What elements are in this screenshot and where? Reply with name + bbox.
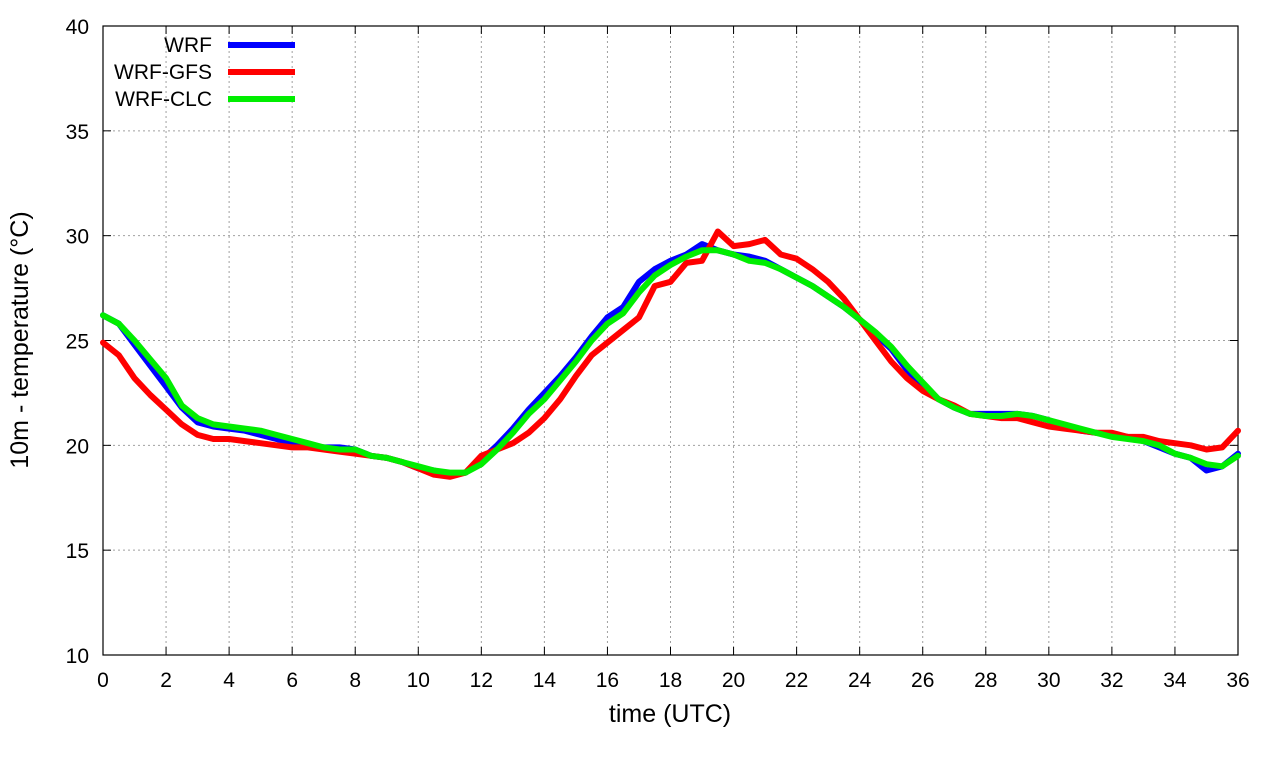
y-axis: 10 15 20 25 30 35 40 [66, 16, 1238, 668]
x-tick-label: 14 [533, 669, 557, 692]
legend-label-wrf: WRF [164, 34, 212, 57]
y-tick-label: 30 [66, 226, 89, 249]
y-tick-label: 15 [66, 540, 89, 563]
x-tick-label: 0 [97, 669, 109, 692]
y-tick-label: 35 [66, 121, 89, 144]
x-tick-label: 26 [911, 669, 934, 692]
grid-lines [103, 26, 1238, 655]
x-tick-label: 16 [596, 669, 619, 692]
x-tick-label: 28 [974, 669, 997, 692]
y-axis-label: 10m - temperature (°C) [6, 211, 34, 468]
x-tick-label: 2 [160, 669, 172, 692]
x-tick-label: 32 [1100, 669, 1123, 692]
series-lines [100, 228, 1241, 480]
series-line-wrf-gfs [100, 228, 1241, 480]
y-tick-label: 10 [66, 645, 89, 668]
x-tick-label: 4 [223, 669, 235, 692]
x-tick-label: 36 [1226, 669, 1249, 692]
x-tick-label: 6 [286, 669, 298, 692]
legend: WRF WRF-GFS WRF-CLC [114, 34, 295, 111]
series-line-wrf-clc [100, 247, 1241, 476]
x-tick-label: 30 [1037, 669, 1060, 692]
x-axis-label: time (UTC) [609, 700, 731, 728]
y-tick-label: 40 [66, 16, 89, 39]
legend-label-wrf-gfs: WRF-GFS [114, 61, 212, 84]
x-axis: 0 2 4 6 8 10 12 14 16 18 20 22 24 26 28 30 32 34 36 [97, 26, 1250, 692]
x-tick-label: 8 [349, 669, 361, 692]
y-tick-label: 20 [66, 435, 89, 458]
legend-label-wrf-clc: WRF-CLC [115, 88, 212, 111]
x-tick-label: 12 [470, 669, 493, 692]
x-tick-label: 24 [848, 669, 872, 692]
y-tick-label: 25 [66, 331, 89, 354]
x-tick-label: 18 [659, 669, 682, 692]
x-tick-label: 22 [785, 669, 808, 692]
x-tick-label: 20 [722, 669, 745, 692]
x-tick-label: 34 [1163, 669, 1187, 692]
x-tick-label: 10 [407, 669, 430, 692]
